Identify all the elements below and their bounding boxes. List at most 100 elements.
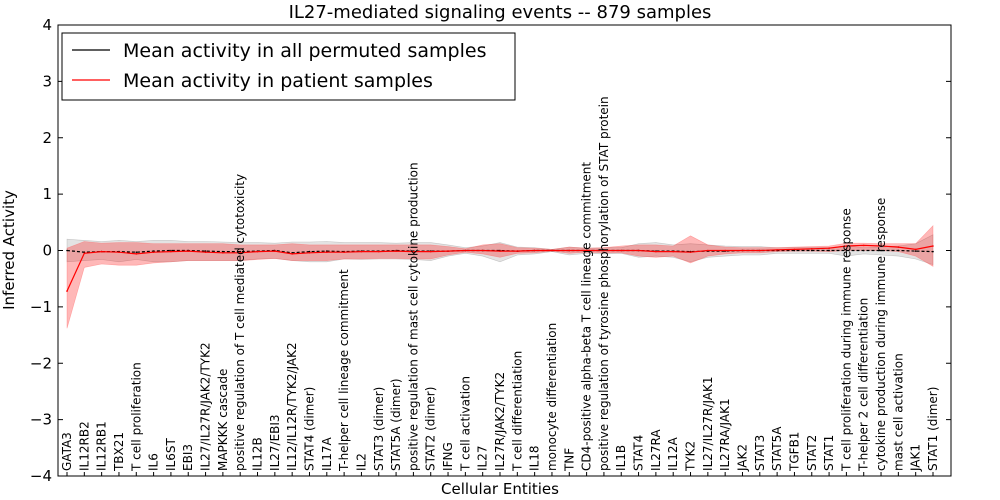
data-point: [222, 252, 224, 254]
data-point: [776, 249, 778, 251]
x-tick-label: IL12RB2: [77, 421, 91, 471]
data-point: [603, 249, 605, 252]
data-point: [412, 250, 415, 253]
data-point: [135, 251, 138, 253]
data-point: [741, 249, 744, 252]
x-tick-label: MAPKKK cascade: [216, 369, 230, 471]
x-tick-label: JAK2: [736, 444, 750, 472]
x-tick-label: IL27RA: [649, 429, 663, 471]
data-point: [274, 250, 276, 252]
data-point: [637, 249, 640, 252]
data-point: [308, 252, 311, 254]
x-tick-label: STAT4: [632, 435, 646, 471]
x-tick-label: IL17A: [320, 437, 334, 471]
x-axis-title: Cellular Entities: [441, 480, 559, 498]
data-point: [170, 249, 172, 252]
data-point: [533, 249, 536, 252]
y-axis-title: Inferred Activity: [0, 190, 18, 310]
data-point: [447, 250, 449, 252]
y-tick-label: −2: [30, 354, 52, 372]
x-tick-label: IL12A: [666, 437, 680, 471]
data-point: [83, 252, 86, 255]
x-tick-label: IL12RB1: [95, 421, 109, 471]
data-point: [66, 290, 68, 292]
x-tick-label: STAT1: [822, 435, 836, 471]
data-point: [83, 251, 86, 253]
data-point: [222, 250, 224, 253]
chart-title: IL27-mediated signaling events -- 879 sa…: [289, 2, 712, 23]
y-tick-label: −4: [30, 467, 52, 485]
x-tick-label: IL12/IL12R/TYK2/JAK2: [285, 342, 299, 471]
y-tick-label: 2: [42, 129, 52, 147]
x-tick-label: IL1B: [614, 445, 628, 471]
data-point: [291, 253, 294, 255]
data-point: [239, 252, 241, 254]
x-tick-label: IL27/IL27R/JAK2/TYK2: [199, 342, 213, 471]
data-point: [932, 245, 934, 247]
x-tick-label: STAT3: [753, 435, 767, 471]
y-tick-label: 0: [42, 242, 52, 260]
x-tick-label: IL18: [528, 445, 542, 471]
data-point: [551, 249, 553, 252]
data-point: [308, 250, 311, 253]
data-point: [239, 250, 241, 253]
data-point: [689, 251, 692, 253]
y-tick-label: −3: [30, 411, 52, 429]
x-tick-label: IFNG: [441, 442, 455, 471]
x-tick-label: STAT4 (dimer): [303, 387, 317, 471]
legend: Mean activity in all permuted samples Me…: [61, 32, 516, 101]
data-point: [932, 250, 934, 253]
data-point: [655, 250, 657, 253]
data-point: [793, 248, 796, 251]
data-point: [862, 244, 865, 247]
x-tick-label: IL12B: [251, 437, 265, 471]
data-point: [828, 249, 830, 252]
data-point: [152, 251, 155, 253]
x-tick-label: IL27/IL27R/JAK1: [701, 377, 715, 471]
data-point: [620, 249, 622, 252]
data-point: [135, 253, 138, 255]
legend-label-permuted: Mean activity in all permuted samples: [123, 40, 486, 62]
series-line-permuted: [66, 249, 934, 254]
data-point: [66, 249, 68, 252]
data-point: [828, 247, 830, 249]
data-point: [429, 250, 432, 253]
x-tick-label: IL27R/JAK2/TYK2: [493, 372, 507, 471]
data-point: [759, 249, 761, 252]
x-tick-label: IL6: [147, 453, 161, 471]
x-tick-label: cytokine production during immune respon…: [874, 198, 888, 471]
data-point: [499, 250, 501, 252]
data-point: [811, 248, 813, 250]
data-point: [845, 245, 848, 247]
data-point: [204, 250, 207, 252]
x-tick-label: TGFB1: [787, 432, 801, 472]
plot-frame: [57, 24, 952, 477]
data-point: [897, 249, 900, 252]
x-tick-label: T cell proliferation: [129, 362, 143, 472]
x-tick-label: positive regulation of tyrosine phosphor…: [597, 96, 611, 471]
x-tick-label: STAT3 (dimer): [372, 387, 386, 471]
data-point: [516, 250, 519, 252]
x-tick-label: T cell proliferation during immune respo…: [839, 208, 853, 472]
y-tick-label: 1: [42, 185, 52, 203]
data-point: [811, 249, 813, 252]
data-point: [724, 249, 726, 252]
data-point: [845, 249, 848, 252]
data-point: [291, 252, 294, 254]
data-point: [862, 249, 865, 252]
data-point: [256, 250, 259, 253]
x-tick-label: IL6ST: [164, 438, 178, 471]
data-point: [897, 246, 900, 248]
data-point: [481, 249, 484, 252]
legend-box: [61, 32, 516, 101]
x-axis-ticks: GATA3 IL12RB2 IL12RB1 TBX21 T cell prolifera…: [60, 96, 940, 476]
x-tick-label: IL27/EBI3: [268, 414, 282, 471]
data-point: [187, 250, 189, 252]
x-tick-label: JAK1: [909, 444, 923, 472]
data-point: [100, 250, 103, 253]
data-point: [568, 249, 571, 252]
x-tick-label: T-helper cell lineage commitment: [337, 269, 351, 472]
data-point: [204, 251, 207, 253]
x-tick-label: positive regulation of T cell mediated c…: [233, 174, 247, 471]
